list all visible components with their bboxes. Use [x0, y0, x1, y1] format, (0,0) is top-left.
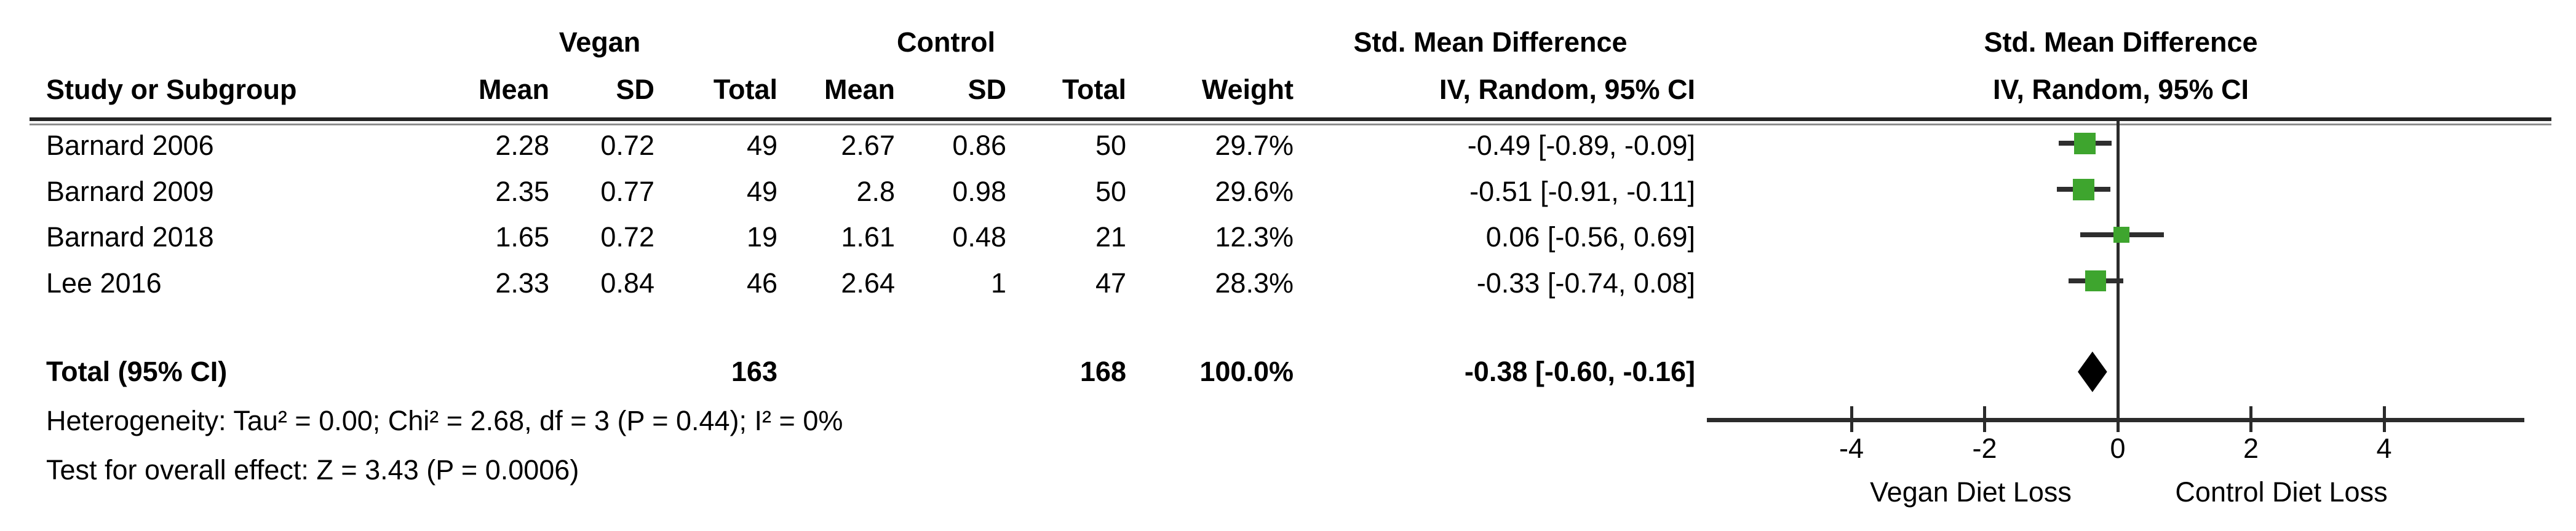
vegan-mean-column-header: Mean — [478, 74, 549, 105]
effect-square — [2085, 270, 2107, 291]
control-group-header: Control — [897, 26, 995, 58]
header-separator-line — [30, 117, 2551, 121]
weight-cell: 28.3% — [1215, 267, 1294, 299]
axis-tick — [2249, 406, 2252, 432]
effect-square — [2074, 132, 2096, 154]
vegan-total-cell: 49 — [746, 130, 777, 161]
axis-tick — [2116, 406, 2120, 432]
control-total-cell: 21 — [1095, 221, 1126, 253]
vegan-total-cell: 49 — [746, 176, 777, 207]
header-separator-line-thin — [30, 124, 2551, 125]
axis-tick-label: 4 — [2376, 433, 2392, 464]
study-label: Barnard 2006 — [46, 130, 214, 161]
estimate-ci-cell: -0.51 [-0.91, -0.11] — [1469, 176, 1695, 207]
total-label: Total (95% CI) — [46, 356, 228, 387]
control-mean-cell: 2.8 — [856, 176, 895, 207]
axis-tick — [2382, 406, 2386, 432]
heterogeneity-note: Heterogeneity: Tau² = 0.00; Chi² = 2.68,… — [46, 405, 843, 436]
effect-square — [2073, 178, 2095, 200]
effect-square — [2113, 227, 2130, 243]
control-sd-cell: 0.98 — [952, 176, 1006, 207]
control-mean-cell: 2.67 — [841, 130, 895, 161]
table-row: Barnard 2009 2.35 0.77 49 2.8 0.98 50 29… — [0, 176, 2576, 210]
estimate-ci-cell: -0.49 [-0.89, -0.09] — [1467, 130, 1695, 161]
plot-x-axis-line — [1707, 418, 2524, 422]
column-header-row: Study or Subgroup Mean SD Total Mean SD … — [0, 74, 2576, 108]
vegan-sd-cell: 0.72 — [600, 130, 654, 161]
weight-column-header: Weight — [1201, 74, 1294, 105]
axis-tick-label: 2 — [2243, 433, 2259, 464]
summary-diamond — [2078, 352, 2107, 392]
axis-tick-label: 0 — [2110, 433, 2126, 464]
total-estimate-cell: -0.38 [-0.60, -0.16] — [1464, 356, 1695, 387]
vegan-sd-cell: 0.84 — [600, 267, 654, 299]
control-sd-cell: 0.48 — [952, 221, 1006, 253]
control-sd-cell: 0.86 — [952, 130, 1006, 161]
control-mean-cell: 1.61 — [841, 221, 895, 253]
control-total-cell: 50 — [1095, 176, 1126, 207]
study-label: Barnard 2018 — [46, 221, 214, 253]
control-mean-column-header: Mean — [824, 74, 895, 105]
plot-zero-line — [2116, 121, 2120, 422]
table-row: Lee 2016 2.33 0.84 46 2.64 1 47 28.3% -0… — [0, 268, 2576, 301]
overall-effect-note: Test for overall effect: Z = 3.43 (P = 0… — [46, 454, 579, 486]
ci-column-header: IV, Random, 95% CI — [1439, 74, 1695, 105]
plot-subtitle: IV, Random, 95% CI — [1993, 74, 2249, 105]
study-label: Lee 2016 — [46, 267, 162, 299]
axis-right-label: Control Diet Loss — [2175, 476, 2388, 508]
estimate-ci-cell: -0.33 [-0.74, 0.08] — [1476, 267, 1695, 299]
control-mean-cell: 2.64 — [841, 267, 895, 299]
vegan-total-cell: 19 — [746, 221, 777, 253]
vegan-mean-cell: 1.65 — [495, 221, 549, 253]
weight-cell: 12.3% — [1215, 221, 1294, 253]
study-label: Barnard 2009 — [46, 176, 214, 207]
vegan-total-cell: 46 — [746, 267, 777, 299]
total-vegan-n-cell: 163 — [731, 356, 777, 387]
vegan-total-column-header: Total — [713, 74, 777, 105]
study-column-header: Study or Subgroup — [46, 74, 297, 105]
total-row: Total (95% CI) 163 168 100.0% -0.38 [-0.… — [0, 356, 2576, 390]
control-total-cell: 50 — [1095, 130, 1126, 161]
table-row: Barnard 2018 1.65 0.72 19 1.61 0.48 21 1… — [0, 222, 2576, 255]
vegan-sd-cell: 0.72 — [600, 221, 654, 253]
control-total-column-header: Total — [1062, 74, 1126, 105]
axis-tick-label: -4 — [1839, 433, 1864, 464]
weight-cell: 29.7% — [1215, 130, 1294, 161]
vegan-sd-column-header: SD — [616, 74, 654, 105]
control-total-cell: 47 — [1095, 267, 1126, 299]
axis-tick — [1983, 406, 1986, 432]
weight-cell: 29.6% — [1215, 176, 1294, 207]
vegan-group-header: Vegan — [559, 26, 641, 58]
plot-title: Std. Mean Difference — [1984, 26, 2258, 58]
table-row: Barnard 2006 2.28 0.72 49 2.67 0.86 50 2… — [0, 130, 2576, 163]
effect-column-group-header: Std. Mean Difference — [1353, 26, 1628, 58]
vegan-mean-cell: 2.35 — [495, 176, 549, 207]
control-sd-cell: 1 — [990, 267, 1006, 299]
estimate-ci-cell: 0.06 [-0.56, 0.69] — [1485, 221, 1695, 253]
vegan-mean-cell: 2.28 — [495, 130, 549, 161]
total-control-n-cell: 168 — [1079, 356, 1126, 387]
vegan-sd-cell: 0.77 — [600, 176, 654, 207]
axis-tick-label: -2 — [1972, 433, 1997, 464]
control-sd-column-header: SD — [968, 74, 1006, 105]
axis-tick — [1850, 406, 1853, 432]
vegan-mean-cell: 2.33 — [495, 267, 549, 299]
total-weight-cell: 100.0% — [1199, 356, 1294, 387]
axis-left-label: Vegan Diet Loss — [1870, 476, 2072, 508]
